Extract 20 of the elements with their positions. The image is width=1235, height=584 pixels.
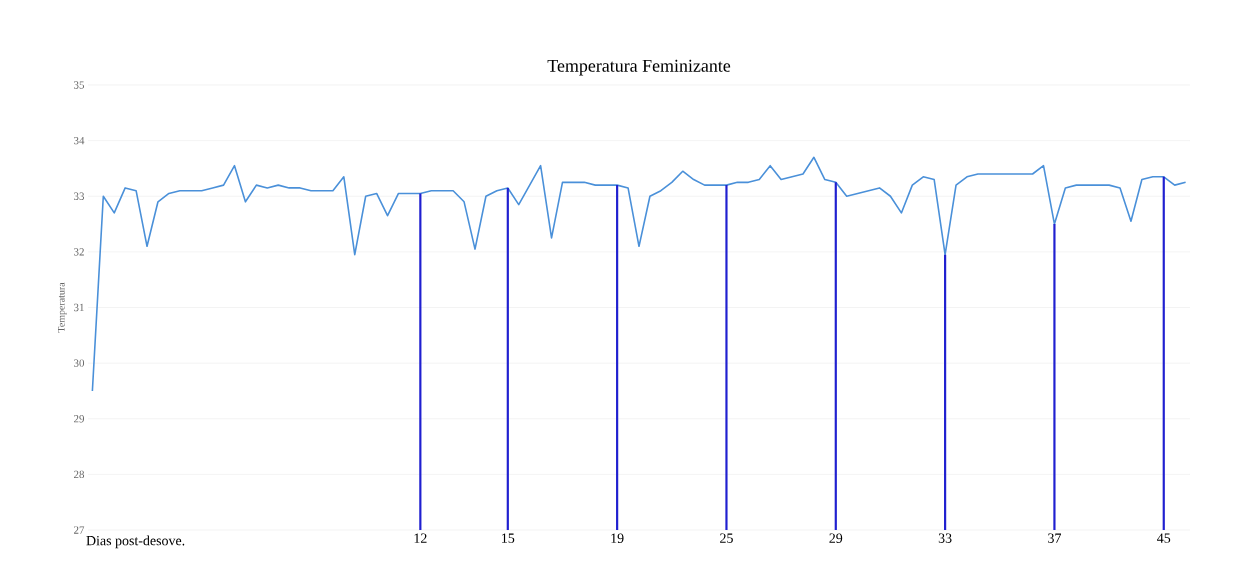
y-tick-label: 31	[74, 303, 84, 312]
x-tick-label: 25	[720, 533, 733, 543]
x-axis-title: Dias post-desove.	[86, 535, 185, 549]
x-tick-label: 29	[829, 533, 843, 543]
y-tick-label: 32	[74, 248, 84, 256]
y-axis-title: Temperatura	[58, 282, 67, 333]
y-tick-label: 35	[74, 81, 85, 89]
x-tick-label: 37	[1048, 533, 1062, 543]
x-tick-label: 12	[414, 533, 427, 543]
x-tick-label: 33	[938, 533, 952, 543]
chart-title: Temperatura Feminizante	[547, 59, 731, 76]
x-tick-label: 45	[1157, 533, 1171, 543]
y-tick-label: 27	[74, 526, 85, 534]
y-tick-label: 30	[74, 359, 85, 367]
y-tick-label: 28	[74, 470, 85, 479]
x-tick-label: 19	[611, 533, 624, 543]
y-tick-label: 33	[74, 192, 85, 200]
y-tick-label: 34	[74, 136, 85, 145]
x-tick-label: 15	[502, 533, 515, 543]
y-tick-label: 29	[74, 415, 85, 423]
